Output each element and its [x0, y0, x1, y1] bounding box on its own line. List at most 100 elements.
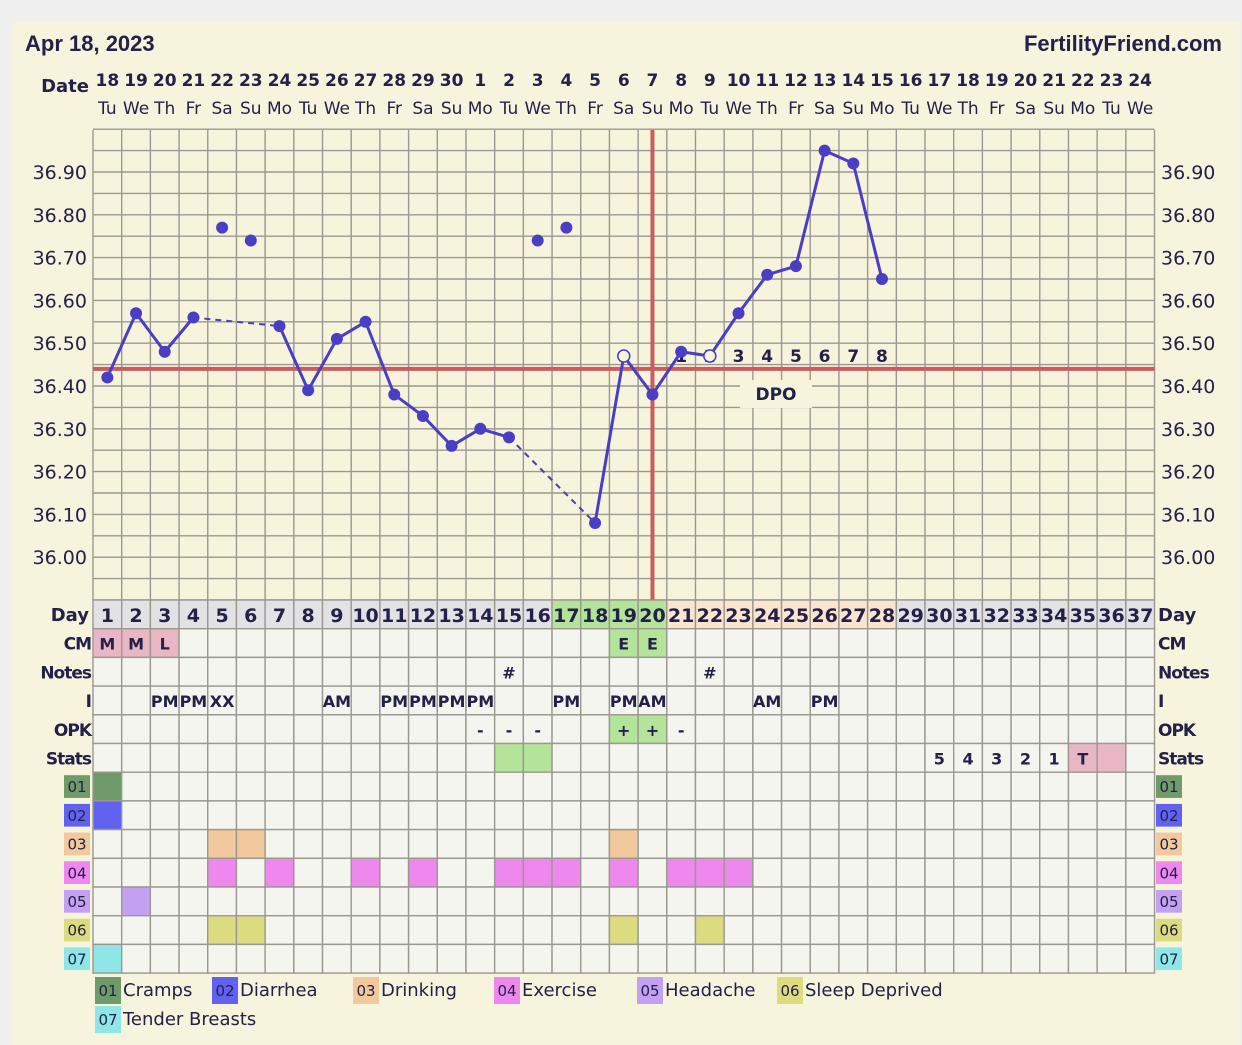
row-cell-opk[interactable]	[92, 714, 123, 745]
row-cell-stats[interactable]	[264, 742, 295, 773]
symptom-cell-03[interactable]	[407, 828, 438, 859]
symptom-cell-03[interactable]	[207, 828, 238, 859]
symptom-cell-02[interactable]	[981, 800, 1012, 831]
symptom-cell-03[interactable]	[1067, 828, 1098, 859]
row-cell-notes[interactable]	[1125, 656, 1156, 687]
symptom-cell-06[interactable]	[953, 915, 984, 946]
symptom-cell-01[interactable]	[235, 771, 266, 802]
symptom-cell-04[interactable]	[780, 857, 811, 888]
row-cell-i[interactable]	[981, 685, 1012, 716]
symptom-cell-01[interactable]	[780, 771, 811, 802]
symptom-cell-03[interactable]	[436, 828, 467, 859]
symptom-cell-01[interactable]	[637, 771, 668, 802]
row-cell-notes[interactable]	[350, 656, 381, 687]
row-cell-i[interactable]	[350, 685, 381, 716]
symptom-cell-02[interactable]	[293, 800, 324, 831]
symptom-cell-06[interactable]	[120, 915, 152, 946]
row-cell-notes[interactable]	[1039, 656, 1070, 687]
symptom-cell-04[interactable]	[953, 857, 984, 888]
row-cell-notes[interactable]	[666, 656, 697, 687]
row-cell-cm[interactable]	[1125, 628, 1156, 659]
day-cell[interactable]	[178, 599, 209, 630]
row-cell-opk[interactable]	[379, 714, 410, 745]
row-cell-stats[interactable]	[321, 742, 352, 773]
row-cell-notes[interactable]	[981, 656, 1012, 687]
symptom-cell-06[interactable]	[752, 915, 783, 946]
symptom-cell-07[interactable]	[780, 943, 811, 974]
row-cell-i[interactable]	[838, 685, 869, 716]
row-cell-stats[interactable]	[666, 742, 697, 773]
symptom-cell-06[interactable]	[580, 915, 611, 946]
symptom-cell-05[interactable]	[866, 886, 898, 917]
row-cell-opk[interactable]	[1125, 714, 1156, 745]
symptom-cell-01[interactable]	[608, 771, 639, 802]
temp-point-discarded[interactable]	[216, 221, 229, 234]
row-cell-notes[interactable]	[293, 656, 324, 687]
symptom-cell-05[interactable]	[752, 886, 783, 917]
symptom-cell-02[interactable]	[1096, 800, 1127, 831]
row-cell-notes[interactable]	[723, 656, 754, 687]
symptom-cell-02[interactable]	[207, 800, 238, 831]
symptom-cell-04[interactable]	[436, 857, 467, 888]
symptom-cell-06[interactable]	[149, 915, 180, 946]
symptom-cell-05[interactable]	[666, 886, 697, 917]
row-cell-stats[interactable]	[580, 742, 611, 773]
day-cell[interactable]	[235, 599, 266, 630]
symptom-cell-03[interactable]	[235, 828, 266, 859]
symptom-cell-05[interactable]	[149, 886, 180, 917]
symptom-cell-02[interactable]	[465, 800, 496, 831]
day-cell[interactable]	[866, 599, 898, 630]
temp-point[interactable]	[617, 349, 631, 363]
row-cell-i[interactable]	[723, 685, 754, 716]
symptom-cell-04[interactable]	[580, 857, 611, 888]
row-cell-cm[interactable]	[293, 628, 324, 659]
symptom-cell-04[interactable]	[207, 857, 238, 888]
symptom-cell-02[interactable]	[551, 800, 582, 831]
row-cell-cm[interactable]	[953, 628, 984, 659]
symptom-cell-06[interactable]	[694, 915, 725, 946]
row-cell-i[interactable]	[1067, 685, 1098, 716]
symptom-cell-03[interactable]	[178, 828, 209, 859]
row-cell-i[interactable]	[866, 685, 898, 716]
symptom-cell-05[interactable]	[694, 886, 725, 917]
symptom-cell-02[interactable]	[953, 800, 984, 831]
symptom-cell-06[interactable]	[493, 915, 525, 946]
symptom-cell-05[interactable]	[407, 886, 438, 917]
symptom-cell-02[interactable]	[350, 800, 381, 831]
row-cell-cm[interactable]	[465, 628, 496, 659]
symptom-cell-04[interactable]	[924, 857, 955, 888]
day-cell[interactable]	[436, 599, 467, 630]
row-cell-i[interactable]	[580, 685, 611, 716]
day-cell[interactable]	[1096, 599, 1127, 630]
row-cell-cm[interactable]	[752, 628, 783, 659]
row-cell-opk[interactable]	[637, 714, 668, 745]
symptom-cell-01[interactable]	[809, 771, 840, 802]
symptom-cell-05[interactable]	[723, 886, 754, 917]
day-cell[interactable]	[379, 599, 410, 630]
symptom-cell-06[interactable]	[178, 915, 209, 946]
symptom-cell-06[interactable]	[981, 915, 1012, 946]
row-cell-opk[interactable]	[264, 714, 295, 745]
row-cell-stats[interactable]	[350, 742, 381, 773]
symptom-cell-02[interactable]	[1125, 800, 1156, 831]
row-cell-notes[interactable]	[895, 656, 926, 687]
row-cell-cm[interactable]	[580, 628, 611, 659]
symptom-cell-07[interactable]	[637, 943, 668, 974]
row-cell-stats[interactable]	[149, 742, 180, 773]
symptom-cell-04[interactable]	[694, 857, 725, 888]
symptom-cell-06[interactable]	[522, 915, 553, 946]
symptom-cell-01[interactable]	[752, 771, 783, 802]
row-cell-opk[interactable]	[1067, 714, 1098, 745]
row-cell-opk[interactable]	[809, 714, 840, 745]
symptom-cell-06[interactable]	[264, 915, 295, 946]
symptom-cell-02[interactable]	[866, 800, 898, 831]
symptom-cell-06[interactable]	[321, 915, 352, 946]
symptom-cell-03[interactable]	[379, 828, 410, 859]
temp-point[interactable]	[703, 349, 717, 363]
day-cell[interactable]	[120, 599, 152, 630]
row-cell-opk[interactable]	[752, 714, 783, 745]
row-cell-cm[interactable]	[120, 628, 152, 659]
row-cell-i[interactable]	[895, 685, 926, 716]
symptom-cell-04[interactable]	[178, 857, 209, 888]
symptom-cell-03[interactable]	[1125, 828, 1156, 859]
